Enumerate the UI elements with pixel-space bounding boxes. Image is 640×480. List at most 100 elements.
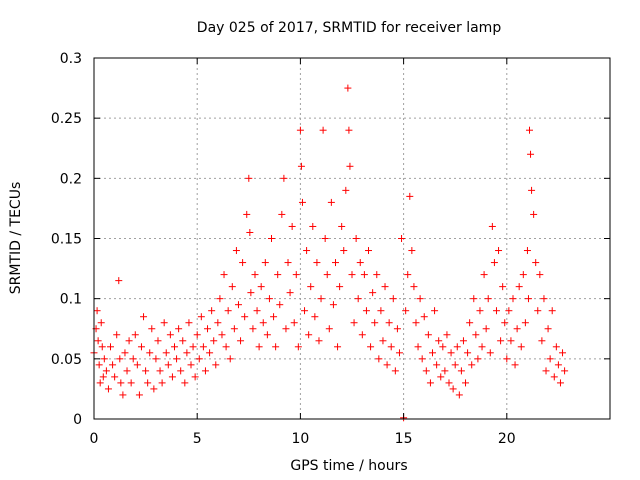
data-point xyxy=(447,349,455,357)
x-tick-label: 15 xyxy=(395,431,413,447)
y-tick-label: 0.2 xyxy=(60,171,82,187)
data-point xyxy=(148,325,156,333)
x-tick-label: 0 xyxy=(90,431,99,447)
data-point xyxy=(154,337,162,345)
data-point xyxy=(150,385,158,393)
data-point xyxy=(398,235,406,242)
data-point xyxy=(117,379,125,387)
data-point xyxy=(484,295,492,303)
data-point xyxy=(160,319,168,327)
data-point xyxy=(146,349,154,357)
data-point xyxy=(93,307,101,315)
data-point xyxy=(239,259,247,267)
data-point xyxy=(305,331,313,339)
data-point xyxy=(162,349,170,357)
data-point xyxy=(297,162,305,170)
data-point xyxy=(109,361,117,369)
data-point xyxy=(226,355,234,363)
data-point xyxy=(371,319,379,327)
data-point xyxy=(431,307,439,315)
data-point xyxy=(189,343,197,351)
chart-title: Day 025 of 2017, SRMTID for receiver lam… xyxy=(197,20,502,36)
data-point xyxy=(119,391,127,399)
data-point xyxy=(439,343,447,351)
data-point xyxy=(462,379,470,387)
data-point xyxy=(255,343,263,351)
data-point xyxy=(274,271,282,279)
data-point xyxy=(490,259,498,267)
data-point xyxy=(179,337,187,345)
data-point xyxy=(311,313,319,321)
data-point xyxy=(546,355,554,363)
data-point xyxy=(257,283,265,291)
x-tick-label: 20 xyxy=(498,431,516,447)
y-tick-label: 0.15 xyxy=(51,232,82,248)
x-axis-label: GPS time / hours xyxy=(290,458,407,474)
data-point xyxy=(346,162,354,170)
data-point xyxy=(538,337,546,345)
data-point xyxy=(272,343,280,351)
data-point xyxy=(263,331,271,339)
data-point xyxy=(414,343,422,351)
data-point xyxy=(556,379,564,387)
data-point xyxy=(237,337,245,345)
data-point xyxy=(437,373,445,381)
data-point xyxy=(94,337,102,345)
data-point xyxy=(228,283,236,291)
data-point xyxy=(338,222,346,230)
data-point xyxy=(406,192,414,200)
data-point xyxy=(340,247,348,255)
data-point xyxy=(449,385,457,393)
data-point xyxy=(428,349,436,357)
data-point xyxy=(468,361,476,369)
data-point xyxy=(395,349,403,357)
data-point xyxy=(497,337,505,345)
data-point xyxy=(298,198,306,206)
data-point xyxy=(152,355,160,363)
data-point xyxy=(348,271,356,279)
data-point xyxy=(381,283,389,291)
data-point xyxy=(243,210,251,218)
data-point xyxy=(464,349,472,357)
data-point xyxy=(191,373,199,381)
data-point xyxy=(550,373,558,381)
data-point xyxy=(175,325,183,333)
data-point xyxy=(102,367,110,375)
data-point xyxy=(356,259,364,267)
data-point xyxy=(336,283,344,291)
data-point xyxy=(342,186,350,194)
data-point xyxy=(177,367,185,375)
data-point xyxy=(144,379,152,387)
data-point xyxy=(472,331,480,339)
data-point xyxy=(170,343,178,351)
data-point xyxy=(265,295,273,303)
data-point xyxy=(561,367,569,375)
data-point xyxy=(197,313,205,321)
data-point xyxy=(294,343,302,351)
data-point xyxy=(247,289,255,297)
data-point xyxy=(232,247,240,255)
data-point xyxy=(116,355,124,363)
data-point xyxy=(526,126,534,134)
data-point xyxy=(97,319,105,327)
data-point xyxy=(544,325,552,333)
data-point xyxy=(107,343,115,351)
data-point xyxy=(245,174,253,182)
data-point xyxy=(466,319,474,327)
data-point xyxy=(127,379,135,387)
data-point xyxy=(459,337,467,345)
data-point xyxy=(513,325,521,333)
data-point xyxy=(476,307,484,315)
data-point xyxy=(499,283,507,291)
data-point xyxy=(385,319,393,327)
data-point xyxy=(426,379,434,387)
data-point xyxy=(158,379,166,387)
data-point xyxy=(135,391,143,399)
y-tick-label: 0.3 xyxy=(60,51,82,67)
data-point xyxy=(383,361,391,369)
data-point xyxy=(315,337,323,345)
data-point xyxy=(509,295,517,303)
data-point xyxy=(187,361,195,369)
data-point xyxy=(519,271,527,279)
